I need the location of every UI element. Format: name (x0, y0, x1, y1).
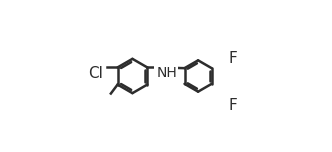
Text: NH: NH (156, 66, 177, 80)
Text: Cl: Cl (88, 66, 103, 81)
Text: F: F (229, 51, 237, 66)
Text: NH: NH (155, 66, 177, 81)
Text: F: F (229, 98, 237, 113)
